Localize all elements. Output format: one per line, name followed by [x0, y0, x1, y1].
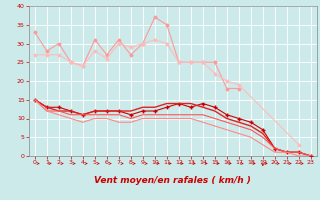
X-axis label: Vent moyen/en rafales ( km/h ): Vent moyen/en rafales ( km/h ) [94, 176, 251, 185]
